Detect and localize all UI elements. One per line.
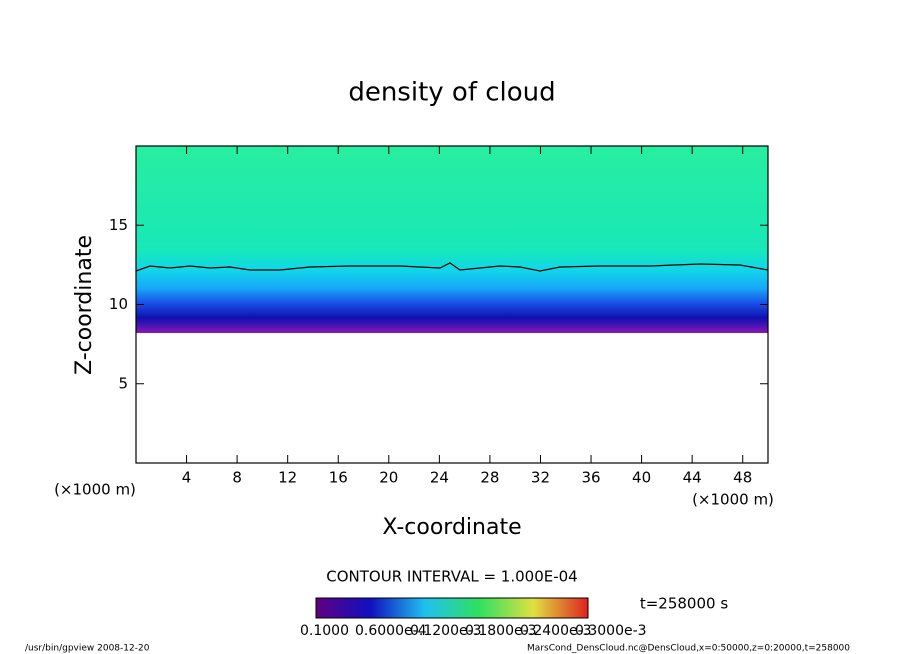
footer-right: MarsCond_DensCloud.nc@DensCloud,x=0:5000… xyxy=(527,644,850,654)
x-tick-label: 32 xyxy=(531,469,550,487)
colorbar-label: 0.1800e-3 xyxy=(465,623,537,639)
x-tick-label: 16 xyxy=(329,469,348,487)
colorbar-label: 0.1000 xyxy=(300,623,349,639)
x-tick-label: 8 xyxy=(232,469,242,487)
x-tick-label: 24 xyxy=(430,469,449,487)
y-tick-label: 15 xyxy=(109,216,128,234)
colorbar xyxy=(315,597,589,619)
x-tick-label: 36 xyxy=(581,469,600,487)
y-axis-title: Z-coordinate xyxy=(72,235,97,375)
x-tick-label: 28 xyxy=(480,469,499,487)
x-tick-label: 4 xyxy=(182,469,192,487)
y-unit: (×1000 m) xyxy=(54,481,136,499)
colorbar-label: 0.3000e-3 xyxy=(575,623,647,639)
density-field xyxy=(136,146,768,333)
time-label: t=258000 s xyxy=(640,595,728,613)
x-tick-label: 44 xyxy=(683,469,702,487)
colorbar-label: 0.1200e-3 xyxy=(410,623,482,639)
x-tick-label: 48 xyxy=(733,469,752,487)
colorbar-label: 0.2400e-3 xyxy=(520,623,592,639)
y-tick-label: 10 xyxy=(109,295,128,313)
x-tick-label: 20 xyxy=(379,469,398,487)
x-tick-label: 40 xyxy=(632,469,651,487)
x-tick-label: 12 xyxy=(278,469,297,487)
contour-line xyxy=(135,262,769,272)
chart-title: density of cloud xyxy=(348,78,555,108)
footer-left: /usr/bin/gpview 2008-12-20 xyxy=(25,644,150,654)
colorbar-label: 0.6000e-4 xyxy=(355,623,427,639)
x-unit: (×1000 m) xyxy=(692,491,774,509)
y-tick-label: 5 xyxy=(118,374,128,392)
contour-interval: CONTOUR INTERVAL = 1.000E-04 xyxy=(326,568,577,586)
x-axis-title: X-coordinate xyxy=(382,515,521,540)
